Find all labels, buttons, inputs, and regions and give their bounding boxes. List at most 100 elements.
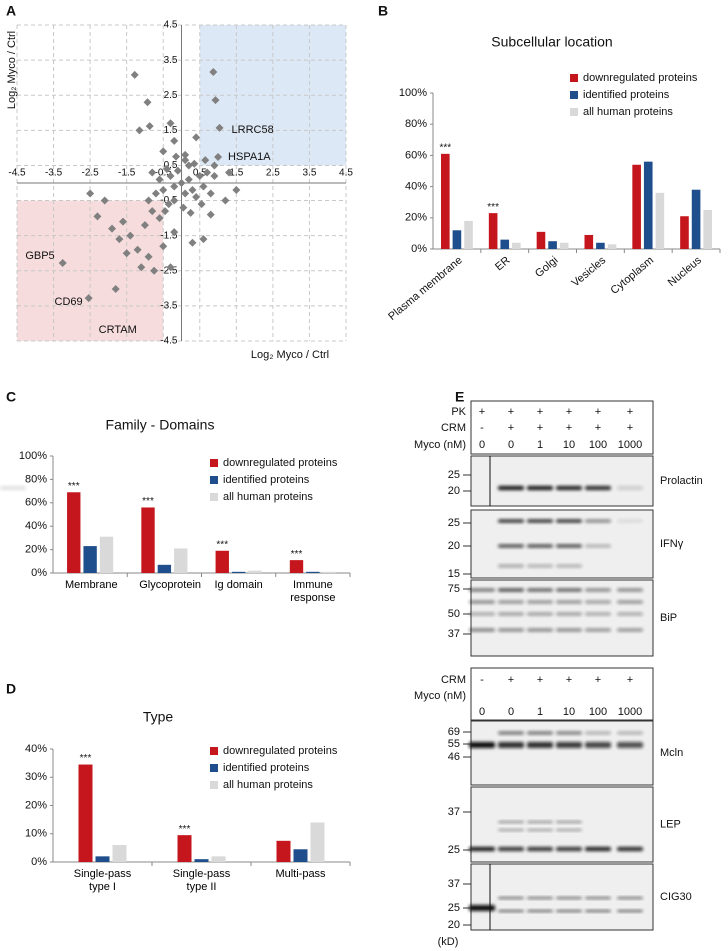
point	[148, 207, 157, 216]
band	[585, 742, 611, 748]
annotation: CD69	[55, 296, 83, 308]
legend-label: identified proteins	[223, 762, 310, 774]
bar	[174, 548, 188, 573]
blot-name: Prolactin	[660, 475, 703, 487]
x-tick-label: 1.5	[229, 168, 243, 179]
band	[585, 628, 611, 632]
bar	[83, 546, 97, 573]
band	[527, 897, 553, 899]
lane-label: +	[508, 422, 514, 434]
bar	[643, 161, 653, 249]
blot-image	[470, 720, 654, 786]
band	[469, 600, 495, 604]
lane-label: +	[537, 674, 543, 686]
band	[585, 897, 611, 899]
bar	[607, 244, 617, 249]
band	[498, 544, 524, 548]
y-tick-label: 40%	[25, 743, 47, 755]
bar	[276, 840, 291, 862]
band	[556, 564, 582, 568]
point	[144, 196, 153, 205]
legend-label: downregulated proteins	[223, 457, 338, 469]
point	[84, 294, 93, 303]
marker-label: 69	[448, 726, 460, 738]
point	[201, 156, 210, 165]
point	[100, 196, 109, 205]
lane-label: 1000	[618, 706, 642, 718]
legend-swatch	[570, 108, 578, 116]
point	[173, 166, 182, 175]
band	[617, 612, 643, 616]
blot-name: IFNγ	[660, 538, 684, 550]
point	[135, 126, 144, 135]
band	[556, 829, 582, 831]
point	[177, 179, 186, 187]
point	[145, 122, 154, 131]
band	[527, 910, 553, 912]
y-tick-label: 3.5	[164, 55, 178, 66]
point	[159, 147, 168, 156]
band	[527, 847, 553, 851]
band	[527, 612, 553, 616]
point	[206, 189, 215, 198]
y-tick-label: 0%	[411, 243, 427, 255]
x-tick-label: ER	[493, 254, 512, 273]
chart-title: Subcellular location	[491, 34, 612, 50]
marker-label: 50	[448, 608, 460, 620]
band	[527, 731, 553, 735]
legend-label: downregulated proteins	[583, 72, 698, 84]
blot-name: BiP	[660, 612, 677, 624]
x-tick-label: Plasma membrane	[386, 254, 464, 323]
lane-label: -	[480, 422, 484, 434]
bar	[310, 822, 325, 862]
lane-label: -	[480, 674, 484, 686]
band	[585, 910, 611, 912]
band	[527, 829, 553, 831]
x-tick-label-box: Immune response	[290, 579, 335, 604]
band	[527, 600, 553, 604]
lane-label: +	[566, 674, 572, 686]
x-tick-label: -3.5	[45, 168, 63, 179]
point	[170, 136, 179, 145]
bar	[680, 216, 689, 249]
point	[195, 171, 204, 180]
band	[469, 612, 495, 616]
point	[186, 208, 195, 217]
y-tick-label: 80%	[25, 473, 47, 485]
legend-label: identified proteins	[223, 474, 310, 486]
lane-label: 10	[563, 706, 575, 718]
x-axis-label: Log₂ Myco / Ctrl	[251, 349, 329, 361]
annotation: ***	[68, 481, 80, 492]
band	[556, 910, 582, 912]
band	[585, 600, 611, 604]
x-tick-label: Glycoprotein	[139, 579, 202, 591]
band	[556, 847, 582, 851]
annotation: LRRC58	[232, 124, 274, 136]
bar	[194, 859, 209, 862]
y-tick-label: 4.5	[164, 20, 178, 31]
band	[527, 588, 553, 592]
band	[498, 731, 524, 735]
point	[214, 153, 223, 162]
panel-label: D	[6, 681, 16, 697]
lane-label: +	[627, 674, 633, 686]
band	[498, 829, 524, 831]
point	[181, 156, 190, 165]
marker-label: 55	[448, 738, 460, 750]
marker-label: 20	[448, 919, 460, 931]
band	[617, 600, 643, 604]
point	[166, 171, 175, 180]
point	[172, 152, 181, 161]
point	[225, 168, 234, 177]
band	[556, 600, 582, 604]
band	[527, 519, 553, 523]
band	[556, 821, 582, 823]
marker-label: 37	[448, 628, 460, 640]
point	[126, 231, 135, 240]
band	[617, 847, 643, 851]
lane-label: +	[595, 674, 601, 686]
point	[148, 168, 157, 177]
lane-label: 10	[563, 439, 575, 451]
x-tick-label: Ig domain	[214, 579, 263, 591]
lane-label: 100	[589, 439, 607, 451]
